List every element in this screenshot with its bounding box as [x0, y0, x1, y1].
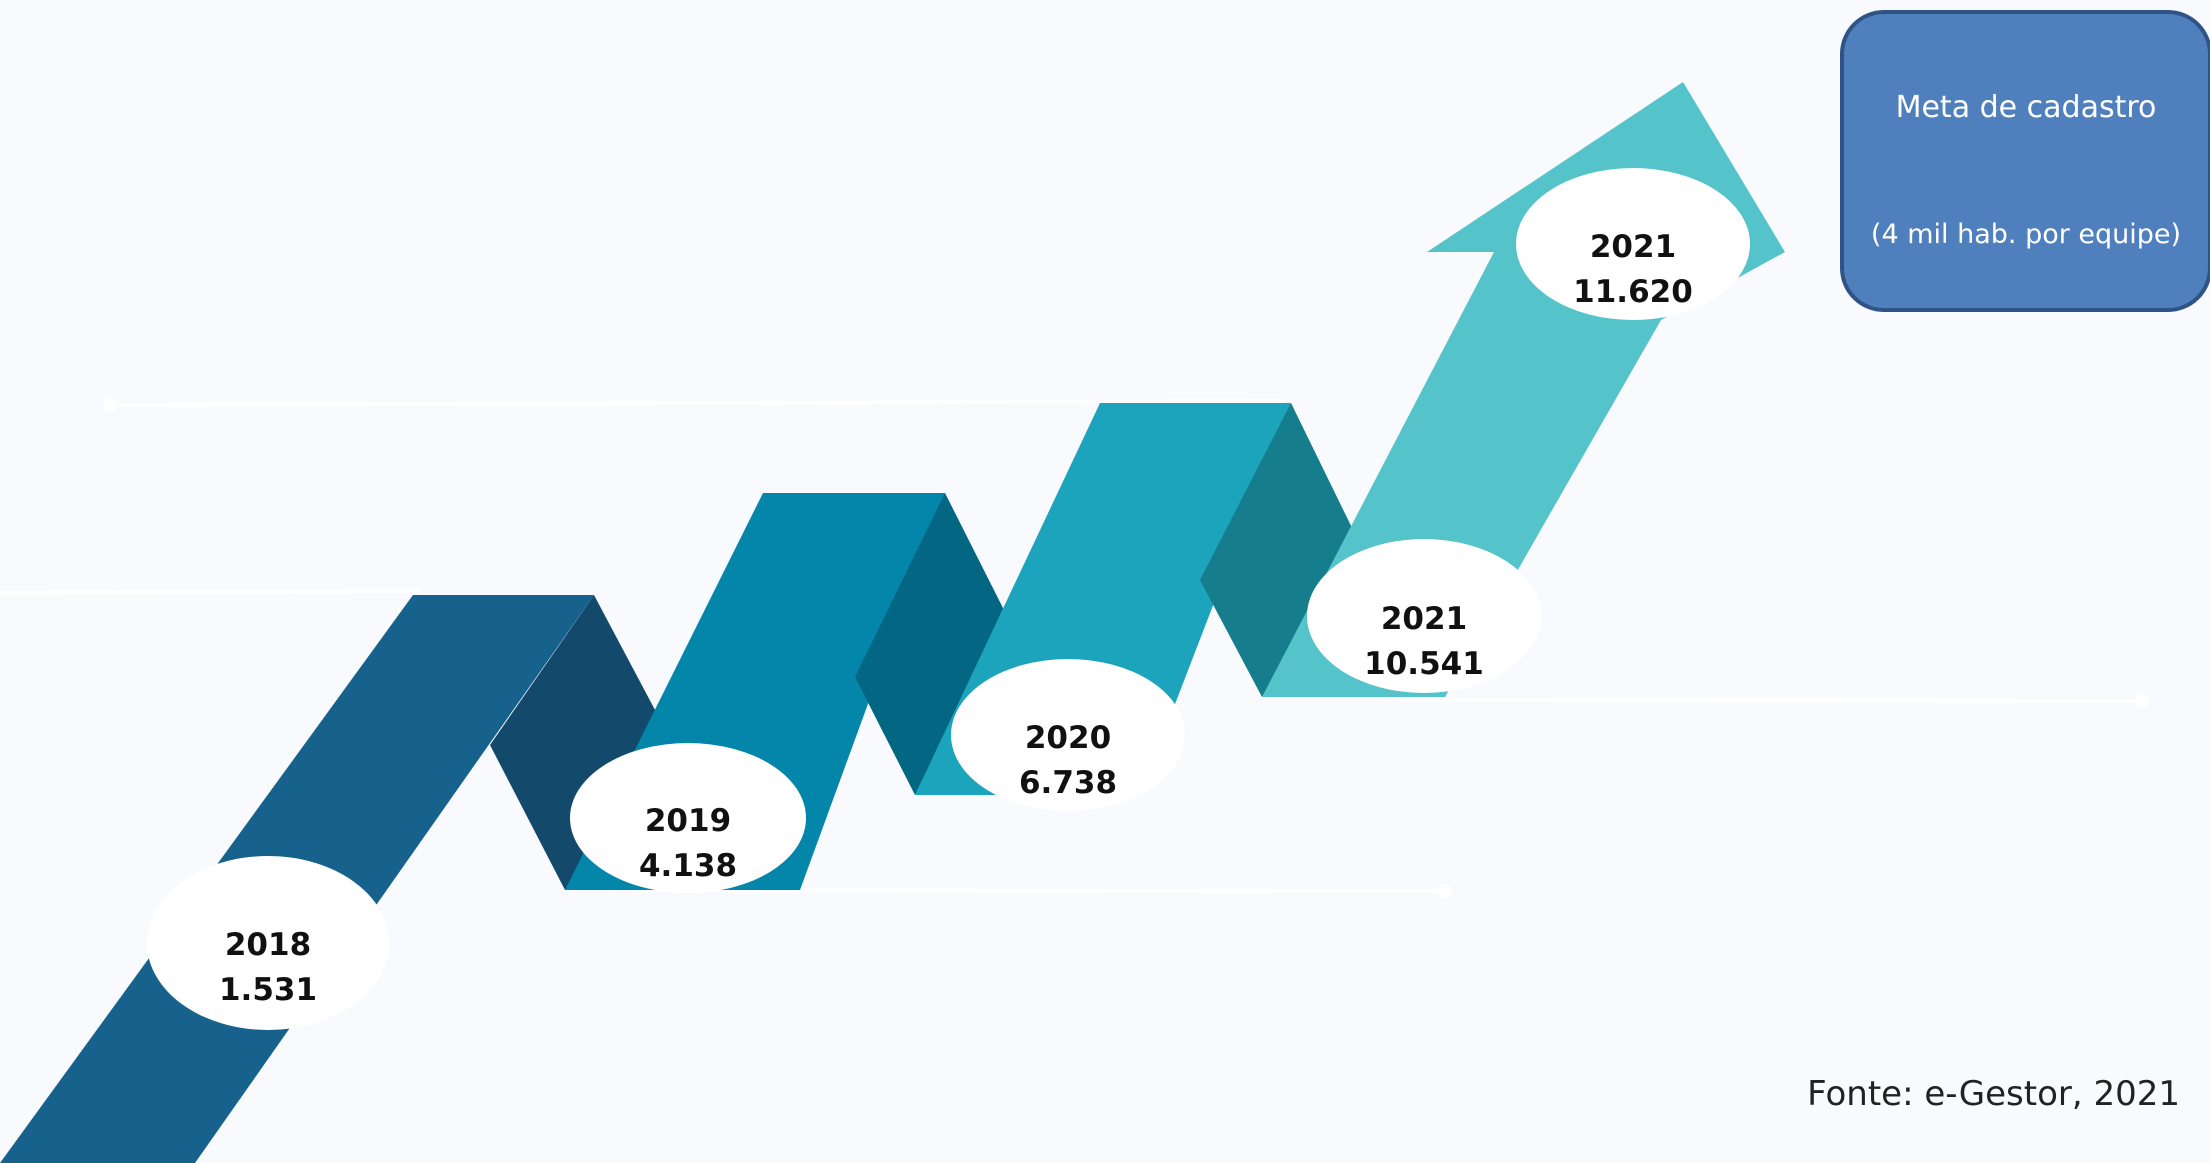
milestone-value: 11.620	[1573, 274, 1693, 310]
guide-dot-lower	[1438, 884, 1452, 898]
guide-line-left	[0, 589, 421, 595]
milestone-bubble	[570, 743, 806, 893]
milestone-year: 2021	[1381, 601, 1467, 637]
ribbon-fold-2	[855, 493, 1005, 795]
guide-line-right	[1399, 698, 2143, 703]
milestone-bubble	[951, 659, 1185, 811]
milestone-bubble	[147, 856, 389, 1030]
milestone-2019: 2019 4.138	[570, 743, 806, 893]
guide-line-lower	[639, 888, 1446, 893]
ribbon-fold-1	[490, 595, 672, 890]
guide-dot-right	[2135, 694, 2149, 708]
milestone-value: 6.738	[1019, 765, 1117, 801]
milestone-year: 2019	[645, 803, 731, 839]
milestone-2021-target: 2021 11.620	[1516, 168, 1750, 320]
goal-subtitle: (4 mil hab. por equipe)	[1870, 219, 2182, 250]
milestone-bubble	[1307, 539, 1541, 693]
milestone-bubble	[1516, 168, 1750, 320]
milestone-value: 4.138	[639, 848, 737, 884]
milestone-2018: 2018 1.531	[147, 856, 389, 1030]
source-caption: Fonte: e-Gestor, 2021	[1807, 1074, 2180, 1114]
milestone-value: 10.541	[1364, 646, 1484, 682]
goal-callout-box: Meta de cadastro (4 mil hab. por equipe)	[1840, 10, 2210, 312]
goal-title: Meta de cadastro	[1895, 90, 2157, 125]
guide-line-top	[109, 399, 1286, 407]
milestone-year: 2020	[1025, 720, 1111, 756]
guide-dot-top	[103, 398, 117, 412]
milestone-value: 1.531	[219, 972, 317, 1008]
milestone-2021-current: 2021 10.541	[1307, 539, 1541, 693]
milestone-year: 2018	[225, 927, 311, 963]
milestone-2020: 2020 6.738	[951, 659, 1185, 811]
ribbon-fold-3	[1200, 403, 1356, 697]
milestone-year: 2021	[1590, 229, 1676, 265]
